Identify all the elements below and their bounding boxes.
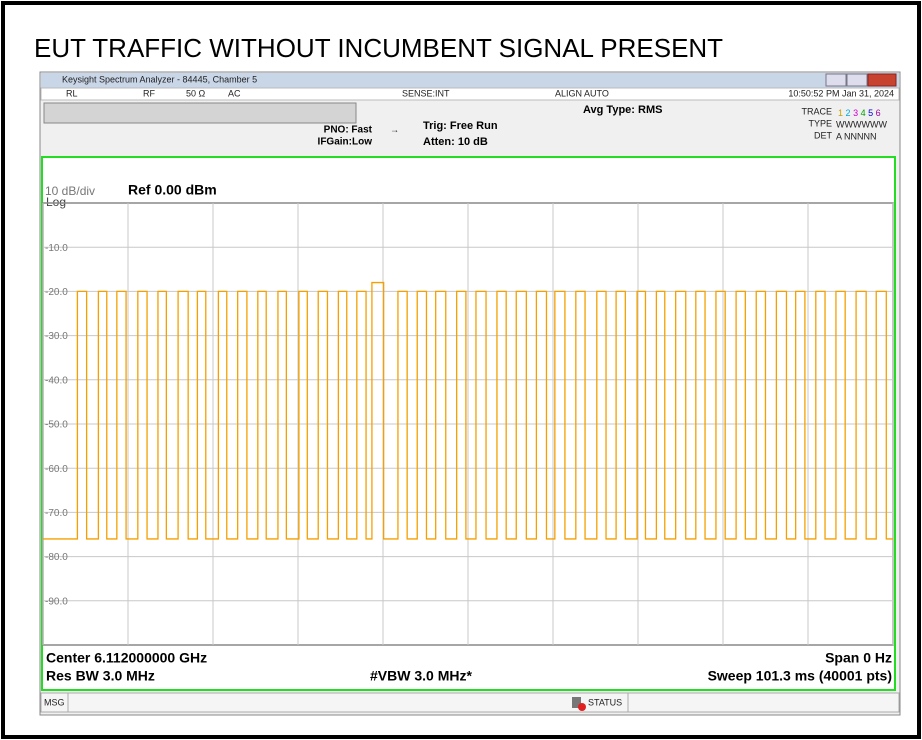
trace: [43, 281, 893, 540]
trace-number: 3: [853, 108, 858, 118]
log: Log: [46, 195, 66, 209]
y-tick-label: -70.0: [45, 508, 68, 519]
status[interactable]: STATUS: [588, 697, 622, 707]
trace-number: 6: [876, 108, 881, 118]
minimize[interactable]: [825, 73, 847, 87]
trace-number: 4: [861, 108, 866, 118]
title-bar: [41, 73, 899, 88]
vbw: #VBW 3.0 MHz*: [370, 668, 472, 684]
close[interactable]: [867, 73, 897, 87]
maximize[interactable]: [846, 73, 868, 87]
y-tick-label: -60.0: [45, 464, 68, 475]
toolbar-item: AC: [228, 88, 241, 98]
scale: 10 dB/div: [45, 184, 95, 198]
trace-numbers: 1 2 3 4 5 6: [838, 108, 881, 118]
trace-number: 1: [838, 108, 843, 118]
span: Span 0 Hz: [825, 650, 892, 666]
window-title: Keysight Spectrum Analyzer - 84445, Cham…: [62, 74, 257, 84]
toolbar-item: ALIGN AUTO: [555, 88, 609, 98]
status-icon: [578, 703, 586, 711]
res-bw: Res BW 3.0 MHz: [46, 668, 155, 684]
msg: MSG: [44, 697, 65, 707]
y-tick-label: -80.0: [45, 552, 68, 563]
sweep: Sweep 101.3 ms (40001 pts): [708, 668, 892, 684]
y-tick-label: -20.0: [45, 287, 68, 298]
timestamp: 10:50:52 PM Jan 31, 2024: [788, 88, 894, 98]
toolbar-item: RF: [143, 88, 155, 98]
trace-number: 2: [846, 108, 851, 118]
input-box[interactable]: [43, 102, 357, 124]
trace-label: TRACE: [801, 106, 832, 116]
status-bar: [40, 692, 900, 713]
ref-level: Ref 0.00 dBm: [128, 182, 217, 198]
toolbar-item: RL: [66, 88, 78, 98]
toolbar: [40, 87, 900, 101]
y-tick-label: -30.0: [45, 331, 68, 342]
pno: PNO: Fast: [324, 125, 373, 136]
atten: Atten: 10 dB: [423, 136, 488, 148]
arrow: →: [390, 124, 399, 134]
toolbar-item: 50 Ω: [186, 88, 206, 98]
y-tick-label: -40.0: [45, 375, 68, 386]
toolbar-item: SENSE:INT: [402, 88, 450, 98]
y-tick-label: -10.0: [45, 243, 68, 254]
ifgain: IFGain:Low: [318, 137, 373, 148]
type-label: TYPE: [808, 118, 832, 128]
avg-type: Avg Type: RMS: [583, 104, 662, 116]
center: Center 6.112000000 GHz: [46, 650, 207, 666]
y-tick-label: -90.0: [45, 596, 68, 607]
page-title: EUT TRAFFIC WITHOUT INCUMBENT SIGNAL PRE…: [34, 33, 723, 63]
det-value: A NNNNN: [836, 131, 877, 141]
status-icon: [572, 697, 581, 708]
y-tick-label: -50.0: [45, 420, 68, 431]
type-value: WWWWWW: [836, 119, 887, 129]
trig: Trig: Free Run: [423, 120, 498, 132]
trace-number: 5: [868, 108, 873, 118]
det-label: DET: [814, 130, 833, 140]
